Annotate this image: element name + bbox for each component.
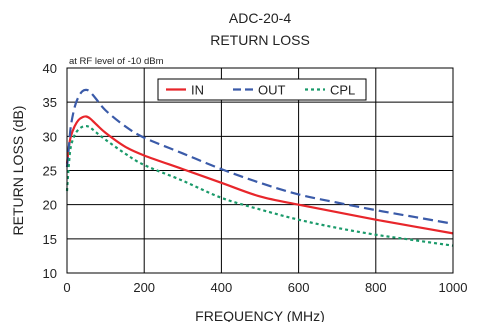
x-tick-label: 800 bbox=[365, 280, 387, 295]
y-tick-label: 40 bbox=[43, 61, 57, 76]
y-tick-label: 30 bbox=[43, 129, 57, 144]
y-tick-label: 10 bbox=[43, 266, 57, 281]
legend-label-out: OUT bbox=[258, 83, 286, 98]
chart-subtitle: RETURN LOSS bbox=[210, 32, 310, 48]
x-tick-label: 0 bbox=[63, 280, 70, 295]
x-tick-label: 600 bbox=[288, 280, 310, 295]
x-tick-label: 1000 bbox=[439, 280, 468, 295]
series-line-in bbox=[65, 115, 454, 235]
y-tick-label: 25 bbox=[43, 164, 57, 179]
y-tick-labels: 10 15 20 25 30 35 40 bbox=[43, 61, 57, 281]
legend-label-in: IN bbox=[191, 83, 204, 98]
x-axis-label: FREQUENCY (MHz) bbox=[195, 308, 325, 322]
legend-box bbox=[157, 78, 367, 101]
x-tick-label: 200 bbox=[133, 280, 155, 295]
y-tick-label: 20 bbox=[43, 198, 57, 213]
chart-title: ADC-20-4 bbox=[229, 10, 291, 26]
chart-note: at RF level of -10 dBm bbox=[69, 56, 164, 67]
x-tick-label: 400 bbox=[211, 280, 233, 295]
x-tick-labels: 0 200 400 600 800 1000 bbox=[63, 280, 467, 295]
series-line-cpl bbox=[65, 124, 454, 247]
y-axis-label: RETURN LOSS (dB) bbox=[10, 106, 26, 236]
y-tick-label: 35 bbox=[43, 95, 57, 110]
series-lines bbox=[65, 88, 454, 247]
legend: IN OUT CPL bbox=[157, 78, 367, 101]
y-tick-label: 15 bbox=[43, 232, 57, 247]
series-line-out bbox=[65, 88, 454, 225]
legend-label-cpl: CPL bbox=[330, 83, 355, 98]
plot-frame bbox=[66, 67, 454, 274]
